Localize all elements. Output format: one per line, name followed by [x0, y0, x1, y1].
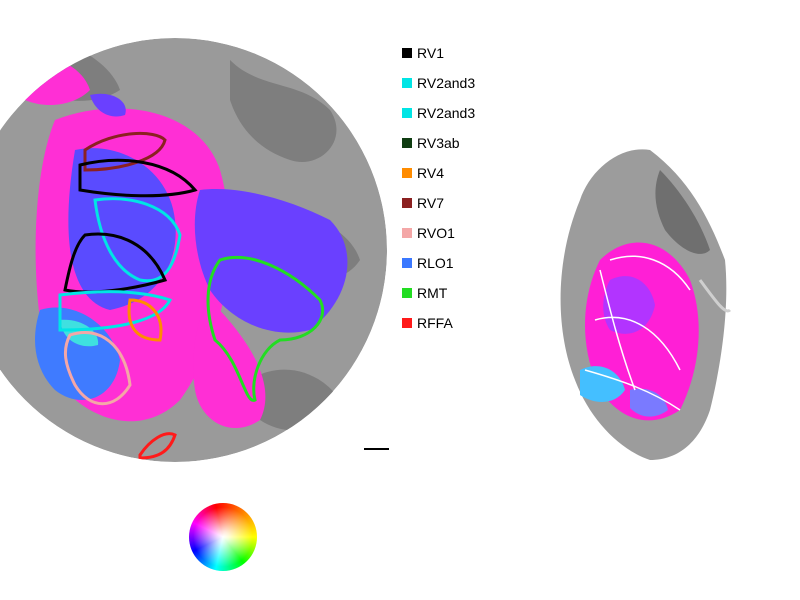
legend-item-rv4: RV4 [402, 158, 484, 188]
legend-swatch [402, 318, 412, 328]
phase-color-wheel-icon [189, 503, 257, 571]
legend-item-rlo1: RLO1 [402, 248, 484, 278]
legend-label: RV7 [417, 195, 444, 211]
legend-swatch [402, 288, 412, 298]
legend-swatch [402, 258, 412, 268]
legend-label: RLO1 [417, 255, 454, 271]
legend-item-rvo1: RVO1 [402, 218, 484, 248]
legend-item-rmt: RMT [402, 278, 484, 308]
scale-bar [364, 448, 389, 450]
legend-swatch [402, 228, 412, 238]
legend-label: RV2and3 [417, 105, 476, 121]
legend-item-rv3ab: RV3ab [402, 128, 484, 158]
legend-item-rv7: RV7 [402, 188, 484, 218]
legend-swatch [402, 78, 412, 88]
inflated-cortex-surface [560, 149, 732, 460]
legend-swatch [402, 108, 412, 118]
legend-label: RV2and3 [417, 75, 476, 91]
legend-item-rv1: RV1 [402, 38, 484, 68]
legend-label: RMT [417, 285, 448, 301]
legend-item-rv2and3: RV2and3 [402, 98, 484, 128]
legend-label: RV4 [417, 165, 444, 181]
legend-swatch [402, 168, 412, 178]
legend-swatch [402, 138, 412, 148]
legend-label: RV1 [417, 45, 444, 61]
legend-swatch [402, 198, 412, 208]
legend-item-rv2and3: RV2and3 [402, 68, 484, 98]
legend-swatch [402, 48, 412, 58]
roi-legend: RV1 RV2and3 RV2and3 RV3ab RV4 RV7 RVO1 R… [402, 38, 484, 338]
legend-item-rffa: RFFA [402, 308, 484, 338]
legend-label: RVO1 [417, 225, 455, 241]
legend-label: RFFA [417, 315, 453, 331]
flattened-cortex-map [0, 38, 387, 462]
legend-label: RV3ab [417, 135, 460, 151]
